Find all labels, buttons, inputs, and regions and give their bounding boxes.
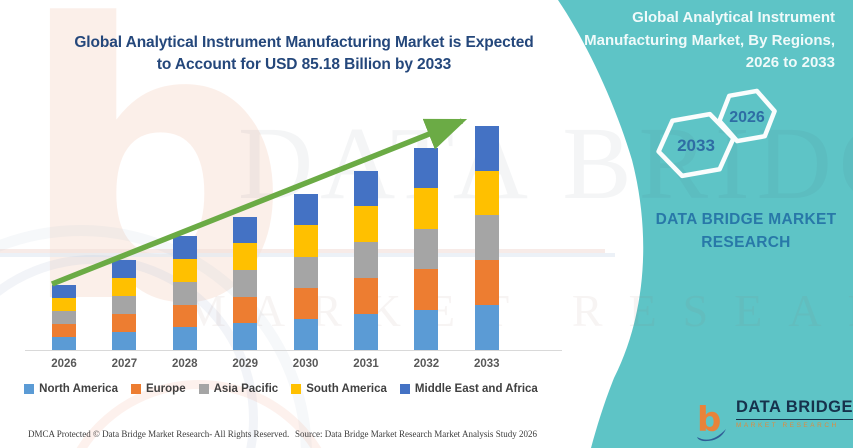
- x-axis-label-2029: 2029: [232, 358, 258, 370]
- legend-swatch: [198, 384, 209, 394]
- legend-swatch: [24, 384, 35, 394]
- bar-segment-europe: [233, 296, 258, 324]
- hexagon-2026-label: 2026: [729, 109, 765, 126]
- legend-label: Middle East and Africa: [414, 383, 538, 395]
- bar-segment-asia-pacific: [52, 311, 76, 325]
- bar-segment-middle-east-and-africa: [233, 216, 258, 244]
- legend-label: Europe: [145, 383, 186, 395]
- x-axis-label-2032: 2032: [413, 358, 440, 370]
- bar-segment-middle-east-and-africa: [112, 260, 137, 279]
- bar-segment-europe: [293, 287, 318, 319]
- bar-segment-north-america: [172, 327, 197, 350]
- chart-title: Global Analytical Instrument Manufacturi…: [54, 32, 554, 77]
- legend-item-middle-east-and-africa: Middle East and Africa: [399, 383, 538, 395]
- bar-2027: [112, 260, 137, 350]
- bar-2031: [354, 170, 378, 350]
- bar-segment-south-america: [233, 243, 258, 271]
- bar-segment-europe: [414, 269, 439, 310]
- x-axis-label-2027: 2027: [111, 358, 138, 370]
- hexagon-2033-label: 2033: [677, 136, 715, 155]
- right-panel-heading-line3: 2026 to 2033: [745, 54, 835, 71]
- bar-segment-south-america: [52, 298, 76, 312]
- legend-item-south-america: South America: [291, 383, 387, 395]
- legend-item-europe: Europe: [130, 383, 186, 395]
- bar-2029: [233, 216, 258, 350]
- bar-segment-europe: [354, 278, 378, 315]
- legend-label: North America: [39, 383, 118, 395]
- legend-swatch: [291, 384, 302, 394]
- x-axis-line: [25, 350, 562, 351]
- legend-item-north-america: North America: [24, 383, 118, 395]
- databridge-logo-text: DATA BRIDGE MARKET RESEARCH: [736, 398, 853, 429]
- bar-segment-middle-east-and-africa: [172, 236, 197, 260]
- bar-segment-middle-east-and-africa: [52, 285, 76, 299]
- bar-segment-north-america: [112, 332, 137, 350]
- bar-segment-asia-pacific: [233, 270, 258, 297]
- bar-segment-europe: [474, 260, 499, 306]
- bar-segment-north-america: [474, 305, 499, 350]
- logo-tagline: MARKET RESEARCH: [736, 422, 839, 429]
- legend-label: Asia Pacific: [213, 383, 279, 395]
- right-panel-heading: Global Analytical Instrument Manufacturi…: [565, 7, 835, 75]
- chart-title-line1: Global Analytical Instrument Manufacturi…: [74, 34, 534, 51]
- bar-segment-north-america: [354, 314, 378, 350]
- x-axis-label-2031: 2031: [353, 358, 379, 370]
- legend-swatch: [399, 384, 410, 394]
- bar-segment-middle-east-and-africa: [474, 125, 499, 171]
- bar-2033: [474, 125, 499, 350]
- right-panel-heading-line2: Manufacturing Market, By Regions,: [584, 31, 835, 49]
- svg-text:b: b: [697, 400, 721, 440]
- legend-label: South America: [306, 383, 387, 395]
- right-panel-brand-line1: DATA BRIDGE MARKET: [655, 211, 837, 228]
- bar-segment-south-america: [474, 170, 499, 216]
- bar-segment-north-america: [293, 318, 318, 350]
- hexagon-2026-shape: [717, 88, 777, 144]
- databridge-logo: b DATA BRIDGE MARKET RESEARCH: [694, 398, 853, 444]
- databridge-logo-icon: b: [697, 400, 726, 442]
- bar-segment-asia-pacific: [112, 296, 137, 315]
- bar-segment-north-america: [52, 337, 76, 350]
- bar-segment-south-america: [172, 259, 197, 282]
- bar-segment-asia-pacific: [293, 256, 318, 288]
- right-panel-brand-line2: RESEARCH: [701, 234, 791, 252]
- legend-item-asia-pacific: Asia Pacific: [198, 383, 279, 395]
- bar-segment-asia-pacific: [172, 281, 197, 305]
- logo-name: DATA BRIDGE: [736, 398, 853, 420]
- bar-segment-asia-pacific: [354, 242, 378, 279]
- bar-segment-south-america: [414, 188, 439, 229]
- x-axis-label-2030: 2030: [292, 358, 319, 370]
- watermark-databridge-text: DATA BRIDGE: [238, 106, 853, 221]
- bar-segment-south-america: [293, 225, 318, 257]
- legend-swatch: [130, 384, 141, 394]
- bar-2032: [414, 148, 439, 350]
- bar-segment-north-america: [414, 309, 439, 350]
- bar-2030: [293, 194, 318, 350]
- bar-2028: [172, 236, 197, 350]
- bar-2026: [52, 285, 76, 350]
- bar-segment-asia-pacific: [414, 228, 439, 270]
- bar-segment-middle-east-and-africa: [414, 148, 439, 189]
- chart-title-line2: to Account for USD 85.18 Billion by 2033: [156, 56, 452, 74]
- x-axis-label-2033: 2033: [474, 358, 500, 370]
- bar-segment-south-america: [354, 206, 378, 243]
- right-panel-heading-line1: Global Analytical Instrument: [632, 9, 835, 26]
- chart-legend: North America Europe Asia Pacific South Ame…: [0, 383, 562, 395]
- bar-segment-middle-east-and-africa: [293, 194, 318, 226]
- bar-segment-asia-pacific: [474, 215, 499, 261]
- x-axis-label-2028: 2028: [172, 358, 198, 370]
- right-panel-brand: DATA BRIDGE MARKET RESEARCH: [620, 208, 853, 255]
- dmca-notice: DMCA Protected © Data Bridge Market Rese…: [28, 429, 290, 439]
- bar-segment-north-america: [233, 323, 258, 350]
- bar-segment-middle-east-and-africa: [354, 170, 378, 207]
- source-notice: Source: Data Bridge Market Research Mark…: [295, 429, 537, 439]
- x-axis-label-2026: 2026: [51, 358, 77, 370]
- bar-segment-europe: [52, 324, 76, 338]
- bar-segment-south-america: [112, 278, 137, 297]
- bar-segment-europe: [112, 314, 137, 333]
- bar-segment-europe: [172, 304, 197, 328]
